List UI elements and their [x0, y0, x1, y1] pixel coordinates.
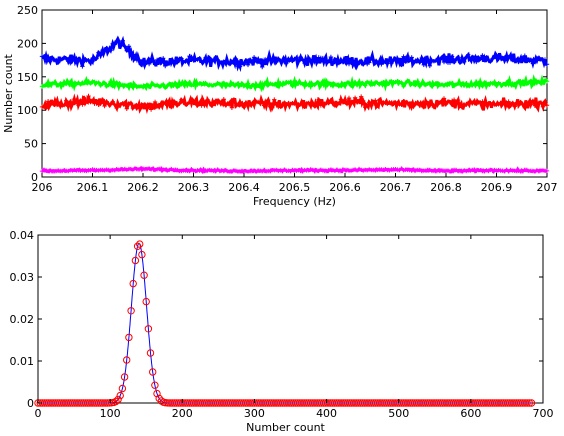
data-point — [153, 389, 161, 398]
data-point — [123, 356, 131, 364]
y-tick-label: 0.02 — [10, 313, 35, 326]
data-point — [120, 373, 129, 381]
data-point — [125, 333, 133, 342]
series-markers — [39, 93, 550, 112]
data-point — [118, 384, 127, 393]
x-tick-label: 206.5 — [279, 181, 311, 194]
series-line — [39, 166, 550, 175]
data-point — [525, 399, 533, 407]
data-point — [127, 307, 135, 315]
data-point — [140, 271, 148, 279]
y-tick-label: 0 — [31, 171, 38, 184]
y-tick-label: 250 — [17, 4, 38, 17]
x-tick-label: 100 — [100, 407, 121, 420]
series-line — [39, 93, 550, 115]
series-markers — [39, 78, 550, 90]
data-point — [144, 325, 153, 333]
x-tick-label: 206.2 — [127, 181, 159, 194]
x-tick-label: 300 — [244, 407, 265, 420]
bottom-subplot: 0 100 200 300 400 500 600 700 0 0.01 0.02 0.03 0.04… — [10, 229, 554, 434]
y-tick-label: 50 — [24, 138, 38, 151]
y-tick-label: 0 — [27, 397, 34, 410]
series-markers — [39, 38, 550, 70]
y-tick-label: 100 — [17, 104, 38, 117]
y-tick-label: 200 — [17, 37, 38, 50]
x-tick-label: 206.7 — [380, 181, 412, 194]
top-subplot: 206 206.1 206.2 206.3 206.4 206.5 206.6 206.7 20… — [2, 4, 558, 208]
x-tick-label: 206.1 — [77, 181, 109, 194]
bottom-x-axis-label: Number count — [246, 421, 325, 434]
x-tick-label: 600 — [460, 407, 481, 420]
data-point — [112, 397, 120, 406]
bottom-plot-area — [34, 240, 536, 407]
data-point — [136, 240, 144, 248]
top-axes-frame — [41, 9, 548, 178]
top-plot-area — [39, 35, 550, 175]
y-tick-label: 0.01 — [10, 355, 35, 368]
series-markers — [39, 166, 550, 174]
data-point — [151, 381, 159, 389]
data-point — [527, 399, 536, 407]
data-point — [523, 399, 531, 407]
x-tick-label: 700 — [533, 407, 554, 420]
data-point — [116, 391, 124, 400]
bottom-y-ticks: 0 0.01 0.02 0.03 0.04 — [10, 229, 543, 410]
x-tick-label: 0 — [35, 407, 42, 420]
x-tick-label: 400 — [316, 407, 337, 420]
histogram-points — [34, 240, 536, 407]
x-tick-label: 206.9 — [481, 181, 513, 194]
top-x-axis-label: Frequency (Hz) — [253, 195, 336, 208]
top-y-axis-label: Number count — [2, 53, 15, 132]
data-point — [114, 395, 122, 404]
bottom-x-ticks: 0 100 200 300 400 500 600 700 — [35, 235, 554, 420]
x-tick-label: 206 — [32, 181, 53, 194]
top-x-ticks: 206 206.1 206.2 206.3 206.4 206.5 206.6 206.7 20… — [32, 10, 558, 194]
x-tick-label: 206.3 — [178, 181, 210, 194]
data-point — [131, 256, 140, 265]
data-point — [149, 368, 157, 376]
x-tick-label: 500 — [388, 407, 409, 420]
x-tick-label: 206.8 — [430, 181, 462, 194]
data-point — [133, 242, 142, 251]
gaussian-fit-line — [38, 242, 533, 404]
series-line — [39, 35, 550, 73]
x-tick-label: 200 — [172, 407, 193, 420]
data-point — [146, 349, 155, 357]
series-line — [39, 74, 550, 93]
x-tick-label: 206.6 — [329, 181, 361, 194]
x-tick-label: 207 — [537, 181, 558, 194]
data-point — [138, 250, 146, 259]
top-y-ticks: 0 50 100 150 200 250 — [17, 4, 547, 184]
data-point — [129, 279, 137, 288]
y-tick-label: 0.03 — [10, 271, 35, 284]
y-tick-label: 0.04 — [10, 229, 35, 242]
y-tick-label: 150 — [17, 71, 38, 84]
x-tick-label: 206.4 — [228, 181, 260, 194]
bottom-axes-frame — [37, 234, 544, 404]
data-point — [142, 297, 150, 306]
